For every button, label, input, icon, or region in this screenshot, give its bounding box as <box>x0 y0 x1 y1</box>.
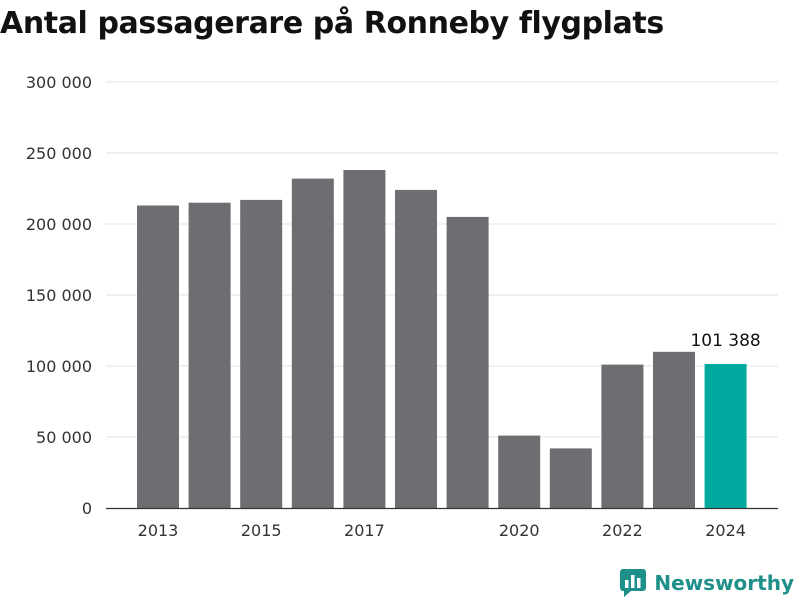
bar-2018 <box>395 189 437 508</box>
bar-2021 <box>549 448 592 508</box>
y-axis-tick-labels: 0 50 000 100 000 150 000 200 000 250 000 300 0… <box>26 73 92 518</box>
x-tick-label: 2022 <box>602 521 643 540</box>
y-tick-label: 50 000 <box>36 428 92 447</box>
bar-chart: 0 50 000 100 000 150 000 200 000 250 000 300 0… <box>26 73 778 540</box>
chart-title: Antal passagerare på Ronneby flygplats <box>0 6 664 41</box>
bar-2015 <box>240 199 283 508</box>
y-tick-label: 300 000 <box>26 73 92 92</box>
bar-2017 <box>343 170 386 508</box>
bar-2016 <box>291 178 334 508</box>
brand-name: Newsworthy <box>654 571 794 595</box>
x-tick-label: 2017 <box>344 521 385 540</box>
y-tick-label: 100 000 <box>26 357 92 376</box>
bar-2024 <box>704 364 747 508</box>
y-tick-label: 0 <box>82 499 92 518</box>
bar-2013 <box>137 205 179 508</box>
bar-2022 <box>601 364 644 508</box>
bar-2014 <box>188 202 231 508</box>
x-tick-label: 2013 <box>138 521 179 540</box>
y-tick-label: 150 000 <box>26 286 92 305</box>
y-tick-label: 250 000 <box>26 144 92 163</box>
bars <box>137 170 747 508</box>
y-tick-label: 200 000 <box>26 215 92 234</box>
bar-2020 <box>498 435 541 508</box>
bar-2023 <box>653 351 695 508</box>
bar-2019 <box>446 216 489 508</box>
x-tick-label: 2015 <box>241 521 282 540</box>
data-labels: 101 388 <box>690 331 760 351</box>
newsworthy-brand: Newsworthy <box>620 569 794 597</box>
x-axis-tick-labels: 2013 2015 2017 2020 2022 2024 <box>138 521 746 540</box>
x-tick-label: 2024 <box>705 521 746 540</box>
bar-chart-logo-icon <box>620 569 647 597</box>
data-label: 101 388 <box>690 331 760 351</box>
x-tick-label: 2020 <box>499 521 540 540</box>
